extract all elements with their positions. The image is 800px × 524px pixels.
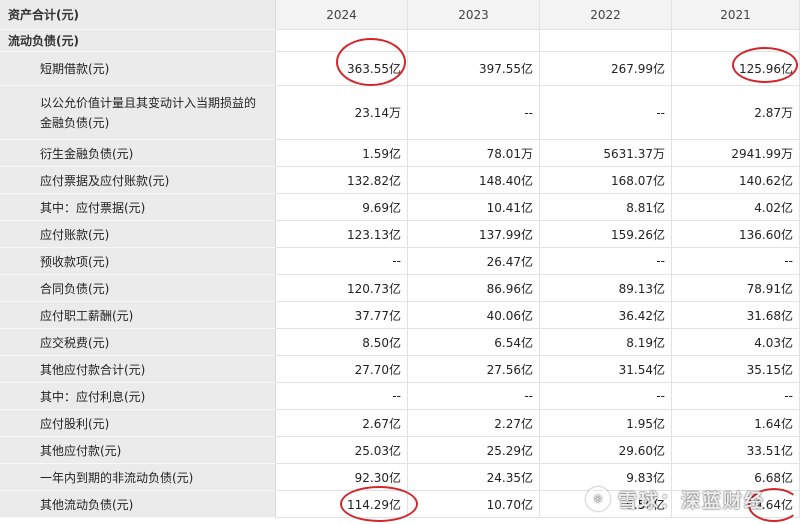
row-value: -- [672, 248, 800, 275]
section-title: 流动负债(元) [0, 30, 276, 52]
row-value: -- [408, 86, 540, 140]
row-value: 168.07亿 [540, 167, 672, 194]
row-value: 89.13亿 [540, 275, 672, 302]
row-value: 25.29亿 [408, 437, 540, 464]
row-value: 24.35亿 [408, 464, 540, 491]
row-value: 1.64亿 [672, 410, 800, 437]
section-blank [540, 30, 672, 52]
row-value: 2941.99万 [672, 140, 800, 167]
year-header-2021: 2021 [672, 0, 800, 30]
row-value: 125.96亿 [672, 52, 800, 86]
row-label: 其中：应付利息(元) [0, 383, 276, 410]
row-value: 8.81亿 [540, 194, 672, 221]
row-value: -- [540, 86, 672, 140]
section-blank [672, 30, 800, 52]
row-label: 预收款项(元) [0, 248, 276, 275]
row-value: 137.99亿 [408, 221, 540, 248]
row-label: 应交税费(元) [0, 329, 276, 356]
row-label: 应付股利(元) [0, 410, 276, 437]
row-value: 86.96亿 [408, 275, 540, 302]
row-value: 29.60亿 [540, 437, 672, 464]
row-value: 78.91亿 [672, 275, 800, 302]
header-title: 资产合计(元) [0, 0, 276, 30]
row-value: 92.30亿 [276, 464, 408, 491]
row-value: -- [672, 383, 800, 410]
row-value: 27.56亿 [408, 356, 540, 383]
row-value: 36.42亿 [540, 302, 672, 329]
row-value: 132.82亿 [276, 167, 408, 194]
row-value: 23.14万 [276, 86, 408, 140]
row-value: 397.55亿 [408, 52, 540, 86]
row-value: 148.40亿 [408, 167, 540, 194]
row-value: 8.19亿 [540, 329, 672, 356]
row-label: 一年内到期的非流动负债(元) [0, 464, 276, 491]
row-value: 2.67亿 [276, 410, 408, 437]
row-value: 9.83亿 [540, 464, 672, 491]
row-label: 其他应付款合计(元) [0, 356, 276, 383]
row-value: -- [540, 383, 672, 410]
row-value: 6.54亿 [408, 329, 540, 356]
row-value: 27.70亿 [276, 356, 408, 383]
section-blank [276, 30, 408, 52]
row-label: 其中：应付票据(元) [0, 194, 276, 221]
row-value: -- [276, 383, 408, 410]
row-label: 应付职工薪酬(元) [0, 302, 276, 329]
row-value: 1.59亿 [276, 140, 408, 167]
row-value: -- [540, 248, 672, 275]
row-label: 衍生金融负债(元) [0, 140, 276, 167]
row-value: 26.47亿 [408, 248, 540, 275]
watermark-text: 雪球：深蓝财经 [618, 489, 766, 512]
row-value: 33.51亿 [672, 437, 800, 464]
row-value: 159.26亿 [540, 221, 672, 248]
year-header-2024: 2024 [276, 0, 408, 30]
row-value: 114.29亿 [276, 491, 408, 518]
row-value: 25.03亿 [276, 437, 408, 464]
year-header-2023: 2023 [408, 0, 540, 30]
row-value: 1.95亿 [540, 410, 672, 437]
row-value: 4.02亿 [672, 194, 800, 221]
row-value: 10.41亿 [408, 194, 540, 221]
row-value: 4.03亿 [672, 329, 800, 356]
row-label: 以公允价值计量且其变动计入当期损益的金融负债(元) [0, 86, 276, 140]
row-value: 31.68亿 [672, 302, 800, 329]
row-label: 短期借款(元) [0, 52, 276, 86]
watermark: ❄ 雪球：深蓝财经 [586, 484, 765, 514]
row-value: 2.87万 [672, 86, 800, 140]
row-value: 6.68亿 [672, 464, 800, 491]
row-value: 2.27亿 [408, 410, 540, 437]
row-value: 31.54亿 [540, 356, 672, 383]
row-value: 10.70亿 [408, 491, 540, 518]
snowball-logo-icon: ❄ [586, 487, 610, 511]
row-value: 8.50亿 [276, 329, 408, 356]
row-value: 123.13亿 [276, 221, 408, 248]
section-blank [408, 30, 540, 52]
row-label: 合同负债(元) [0, 275, 276, 302]
row-label: 应付票据及应付账款(元) [0, 167, 276, 194]
row-value: -- [408, 383, 540, 410]
row-label: 其他流动负债(元) [0, 491, 276, 518]
row-value: 120.73亿 [276, 275, 408, 302]
row-value: 37.77亿 [276, 302, 408, 329]
row-value: -- [276, 248, 408, 275]
row-value: 40.06亿 [408, 302, 540, 329]
row-value: 9.64亿 [672, 491, 800, 518]
row-value: 267.99亿 [540, 52, 672, 86]
row-label: 其他应付款(元) [0, 437, 276, 464]
row-value: 5631.37万 [540, 140, 672, 167]
row-value: 35.15亿 [672, 356, 800, 383]
row-value: 140.62亿 [672, 167, 800, 194]
row-value: 9.69亿 [276, 194, 408, 221]
row-value: 363.55亿 [276, 52, 408, 86]
row-value: 78.01万 [408, 140, 540, 167]
row-label: 应付账款(元) [0, 221, 276, 248]
year-header-2022: 2022 [540, 0, 672, 30]
row-value: 136.60亿 [672, 221, 800, 248]
